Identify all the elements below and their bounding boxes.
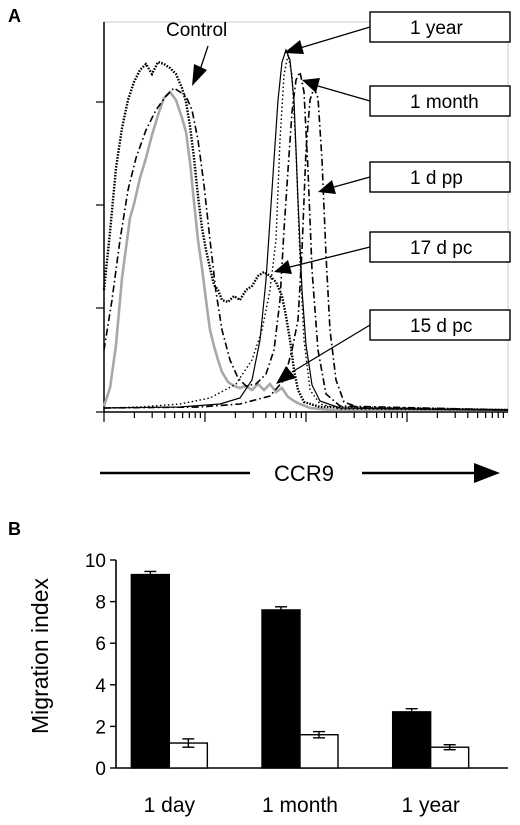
bar-y-tick-label: 0 <box>95 759 106 780</box>
bar-chart-axes: 0 2 4 6 8 10 <box>85 551 508 780</box>
annotation-1year: 1 year <box>369 11 511 43</box>
arrow-15dpc <box>291 324 371 373</box>
bar-chart-bars <box>130 570 470 769</box>
annotation-15dpc: 15 d pc <box>369 309 511 341</box>
annotation-control: Control <box>166 20 227 41</box>
arrow-control <box>199 45 209 71</box>
arrow-17dpc <box>289 246 371 268</box>
bar-y-tick-label: 10 <box>85 551 106 572</box>
ccr9-axis-arrow: CCR9 <box>100 461 500 486</box>
annotation-1dpp-label: 1 d pp <box>410 168 463 189</box>
curve-control <box>102 90 508 412</box>
annotation-1month-label: 1 month <box>410 92 479 113</box>
annotation-1year-label: 1 year <box>410 18 463 39</box>
curve-1year <box>103 48 509 411</box>
histogram-y-ticks <box>96 101 104 413</box>
panel-b-label: B <box>8 519 21 539</box>
x-axis-label-ccr9: CCR9 <box>274 461 334 486</box>
bar-chart-category-labels: 1 day 1 month 1 year <box>144 794 460 817</box>
category-label: 1 day <box>144 794 196 817</box>
bar-filled <box>391 711 432 769</box>
annotation-15dpc-label: 15 d pc <box>410 316 472 337</box>
y-axis-label-migration-index: Migration index <box>27 578 53 734</box>
arrow-1dpp <box>333 176 371 188</box>
bar-y-tick-label: 6 <box>95 634 106 655</box>
curve-15dpc <box>103 54 509 411</box>
panel-a-label: A <box>8 6 21 26</box>
annotation-1dpp: 1 d pp <box>369 161 511 193</box>
annotation-17dpc: 17 d pc <box>369 231 511 263</box>
bar-y-tick-label: 8 <box>95 593 106 614</box>
category-label: 1 month <box>262 794 338 817</box>
curve-1dpp <box>103 85 509 411</box>
curve-1month <box>103 69 509 411</box>
annotation-1month: 1 month <box>369 85 511 117</box>
bar-open <box>299 734 339 769</box>
bar-y-tick-label: 4 <box>95 676 106 697</box>
annotation-control-label: Control <box>166 20 227 41</box>
histogram-x-ticks <box>103 412 504 422</box>
annotation-17dpc-label: 17 d pc <box>410 238 472 259</box>
arrow-1year <box>299 26 371 49</box>
arrow-1month <box>317 85 371 102</box>
category-label: 1 year <box>401 794 459 817</box>
curve-17dpc <box>102 60 509 412</box>
annotation-arrows <box>192 26 371 384</box>
bar-filled <box>130 573 171 769</box>
bar-filled <box>261 609 301 769</box>
bar-y-tick-label: 2 <box>95 717 106 738</box>
